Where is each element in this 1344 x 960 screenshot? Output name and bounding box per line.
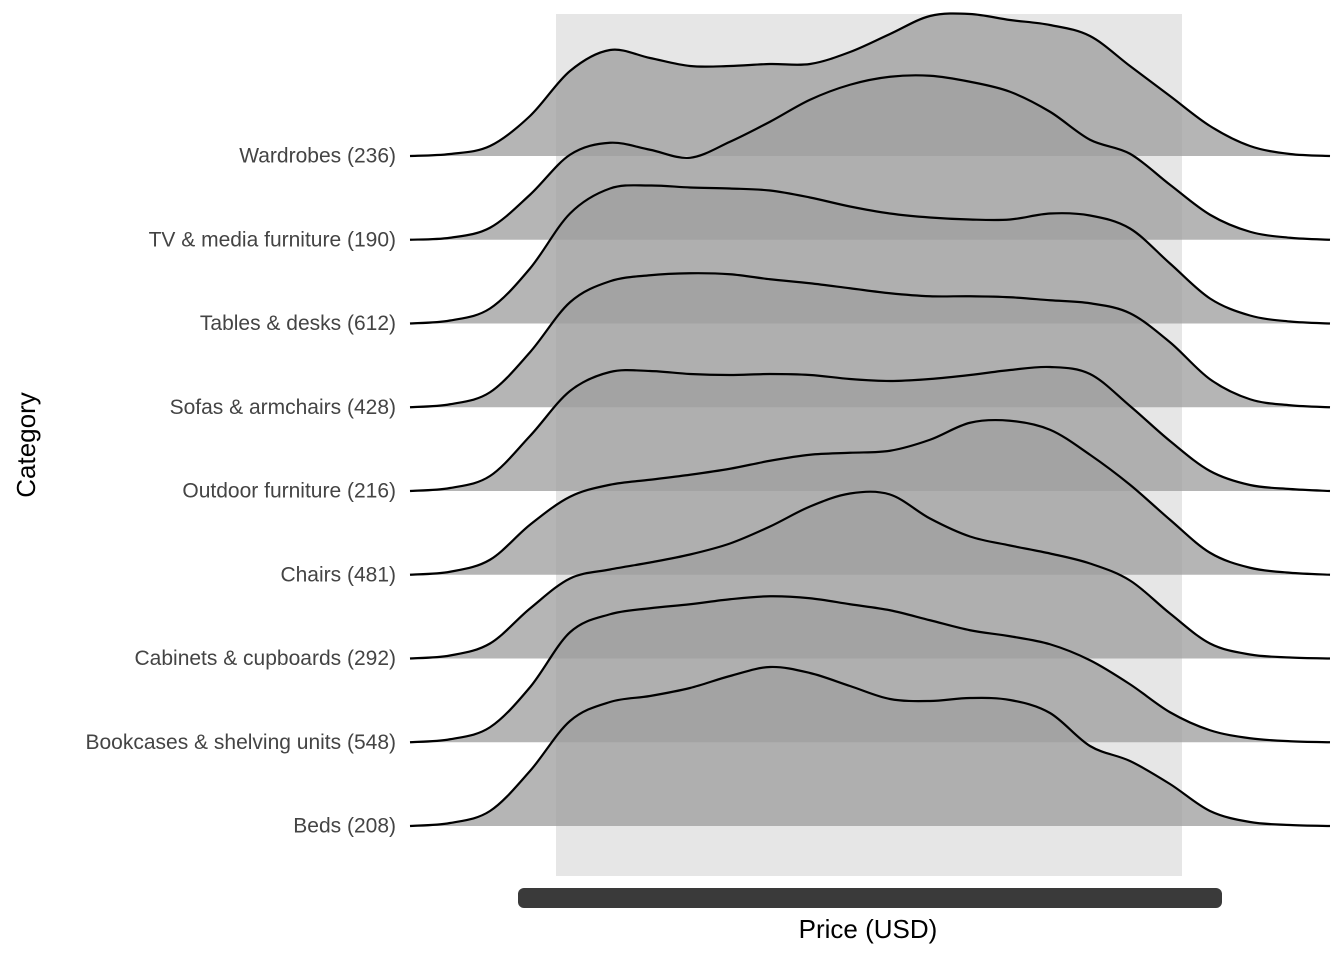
ridge-line — [409, 665, 1331, 828]
ridge-line — [409, 12, 1331, 158]
y-tick-label: Outdoor furniture (216) — [182, 480, 396, 503]
y-tick-label: Wardrobes (236) — [239, 145, 396, 168]
ridge-area — [410, 366, 1330, 491]
ridge-line — [409, 595, 1331, 744]
x-tick-labels-overlap — [518, 888, 1222, 908]
y-tick-label: Bookcases & shelving units (548) — [86, 731, 397, 754]
ridge-line — [409, 184, 1331, 325]
ridge-line — [409, 272, 1331, 409]
y-tick-label: Beds (208) — [293, 815, 396, 838]
y-tick-label: Chairs (481) — [280, 563, 396, 586]
ridge-line — [409, 418, 1331, 576]
y-tick-label: Sofas & armchairs (428) — [170, 396, 396, 419]
ridges — [409, 12, 1331, 828]
ridge-line — [409, 74, 1331, 241]
y-tick-label: TV & media furniture (190) — [149, 228, 396, 251]
y-tick-label: Tables & desks (612) — [200, 312, 396, 335]
y-tick-label: Cabinets & cupboards (292) — [135, 647, 397, 670]
ridge-line — [409, 490, 1331, 660]
x-axis-title: Price (USD) — [799, 914, 938, 944]
y-axis-title: Category — [11, 392, 41, 498]
ridge-area — [410, 666, 1330, 826]
ridge-line — [409, 365, 1331, 493]
